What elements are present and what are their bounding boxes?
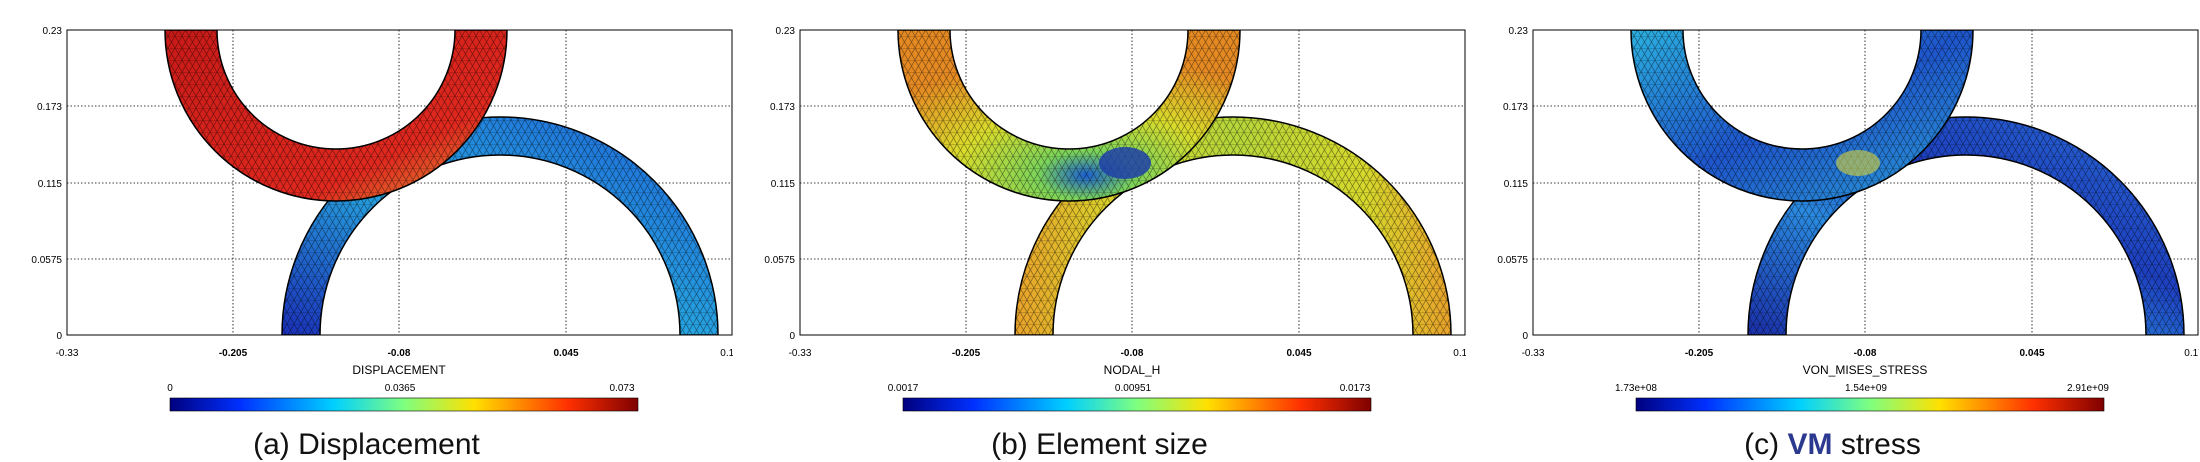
x-tick: -0.205	[952, 348, 981, 359]
y-tick: 0.173	[770, 102, 795, 113]
field-label: VON_MISES_STRESS	[1803, 363, 1928, 377]
colorbar-min: 1.73e+08	[1615, 383, 1657, 394]
colorbar-min: 0.0017	[888, 383, 919, 394]
y-tick-labels: 0.23 0.173 0.115 0.0575 0	[31, 26, 62, 342]
field-label: NODAL_H	[1104, 363, 1161, 377]
caption-b: (b) Element size	[991, 428, 1208, 461]
x-tick-labels: -0.33 -0.205 -0.08 0.045 0.17	[1522, 348, 2199, 359]
y-tick: 0.115	[1504, 179, 1529, 190]
caption-c: (c) VM stress	[1744, 428, 1921, 461]
y-tick-labels: 0.23 0.173 0.115 0.0575 0	[764, 26, 795, 342]
colorbar	[902, 397, 1372, 412]
field-label: DISPLACEMENT	[352, 363, 446, 377]
x-tick: -0.205	[219, 348, 248, 359]
y-tick: 0.23	[43, 26, 63, 37]
colorbar-max: 0.073	[609, 383, 634, 394]
x-tick: 0.17	[720, 348, 733, 359]
colorbar	[169, 397, 639, 412]
x-tick: -0.08	[1854, 348, 1877, 359]
x-tick-labels: -0.33 -0.205 -0.08 0.045 0.17	[56, 348, 733, 359]
colorbar-max: 0.0173	[1340, 383, 1371, 394]
x-tick: -0.33	[1522, 348, 1545, 359]
x-tick: -0.08	[388, 348, 411, 359]
y-tick: 0.173	[37, 102, 62, 113]
x-tick-labels: -0.33 -0.205 -0.08 0.045 0.17	[789, 348, 1466, 359]
colorbar-labels: 0 0.0365 0.073	[167, 383, 635, 394]
y-tick: 0.23	[1509, 26, 1529, 37]
panel-b: 0.23 0.173 0.115 0.0575 0 -0.33 -0.205 -…	[733, 0, 1466, 461]
x-tick: -0.33	[789, 348, 812, 359]
y-tick-labels: 0.23 0.173 0.115 0.0575 0	[1497, 26, 1528, 342]
y-tick: 0	[789, 331, 795, 342]
plot-frame	[799, 29, 1466, 336]
x-tick: 0.17	[2184, 348, 2199, 359]
plot-b: 0.23 0.173 0.115 0.0575 0 -0.33 -0.205 -…	[764, 26, 1466, 412]
refined-region	[1099, 147, 1151, 179]
x-tick: -0.33	[56, 348, 79, 359]
colorbar-max: 2.91e+09	[2067, 383, 2109, 394]
colorbar-mid: 1.54e+09	[1845, 383, 1887, 394]
x-tick: 0.17	[1453, 348, 1466, 359]
plot-frame	[66, 29, 733, 336]
plot-c: 0.23 0.173 0.115 0.0575 0 -0.33 -0.205 -…	[1497, 26, 2199, 412]
colorbar-labels: 0.0017 0.00951 0.0173	[888, 383, 1371, 394]
caption-a: (a) Displacement	[253, 428, 480, 461]
y-tick: 0	[1522, 331, 1528, 342]
colorbar-mid: 0.00951	[1115, 383, 1152, 394]
x-tick: 0.045	[2019, 348, 2044, 359]
panel-a: 0.23 0.173 0.115 0.0575 0 -0.33 -0.205 -…	[0, 0, 733, 461]
panel-c: 0.23 0.173 0.115 0.0575 0 -0.33 -0.205 -…	[1466, 0, 2199, 461]
colorbar-min: 0	[167, 383, 173, 394]
y-tick: 0.115	[771, 179, 796, 190]
plot-a: 0.23 0.173 0.115 0.0575 0 -0.33 -0.205 -…	[31, 26, 733, 412]
x-tick: 0.045	[553, 348, 578, 359]
colorbar-labels: 1.73e+08 1.54e+09 2.91e+09	[1615, 383, 2109, 394]
y-tick: 0.23	[776, 26, 796, 37]
x-tick: 0.045	[1286, 348, 1311, 359]
contact-hotspot	[1836, 150, 1880, 176]
y-tick: 0.115	[38, 179, 63, 190]
plot-frame	[1532, 29, 2199, 336]
y-tick: 0.0575	[764, 255, 795, 266]
colorbar	[1635, 397, 2105, 412]
y-tick: 0	[56, 331, 62, 342]
y-tick: 0.0575	[1497, 255, 1528, 266]
y-tick: 0.0575	[31, 255, 62, 266]
x-tick: -0.08	[1121, 348, 1144, 359]
y-tick: 0.173	[1503, 102, 1528, 113]
x-tick: -0.205	[1685, 348, 1714, 359]
colorbar-mid: 0.0365	[385, 383, 416, 394]
